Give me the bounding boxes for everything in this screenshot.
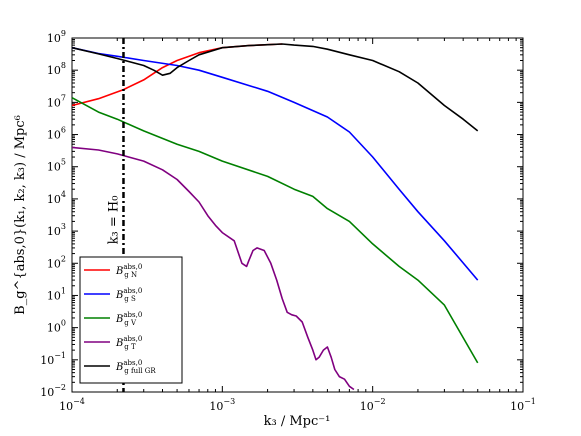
- y-axis-label: B_g^{abs,0}(k₁, k₂, k₃) / Mpc⁶: [13, 115, 28, 315]
- y-tick-label: 103: [47, 222, 66, 238]
- legend-label: Babs,0 g N: [115, 263, 142, 279]
- y-tick-label: 104: [47, 190, 66, 206]
- x-axis-label: k₃ / Mpc⁻¹: [264, 414, 331, 429]
- legend: Babs,0 g N Babs,0 g S Babs,0 g V Babs,0 g T Babs…: [79, 256, 183, 384]
- y-tick-label: 102: [47, 254, 66, 270]
- legend-label: Babs,0 g V: [115, 311, 142, 327]
- y-tick-label: 100: [47, 319, 66, 335]
- legend-label: Babs,0 g full GR: [115, 359, 156, 375]
- legend-label: Babs,0 g S: [115, 287, 142, 303]
- series-line: [71, 43, 479, 132]
- y-tick-label: 105: [47, 158, 66, 174]
- x-tick-label: 10−4: [59, 397, 85, 413]
- series-line: [71, 96, 479, 364]
- x-tick-label: 10−1: [510, 397, 536, 413]
- series-line: [71, 46, 479, 281]
- x-tick-label: 10−3: [209, 397, 235, 413]
- y-tick-label: 107: [47, 93, 66, 109]
- legend-label: Babs,0 g T: [115, 335, 142, 351]
- h0-label: k₃ = H₀: [106, 196, 121, 245]
- axis-ticks: 10−4 10−3 10−2 10−1 10−2 10−1 100 101 102 103 104 1…: [40, 29, 536, 413]
- series-line: [71, 146, 355, 391]
- y-tick-label: 108: [47, 61, 66, 77]
- x-tick-label: 10−2: [360, 397, 386, 413]
- y-tick-label: 106: [47, 126, 66, 142]
- legend-box: [79, 256, 183, 384]
- y-tick-label: 10−1: [40, 351, 66, 367]
- y-tick-label: 109: [47, 29, 66, 45]
- y-tick-label: 10−2: [40, 383, 66, 399]
- series-lines: [71, 43, 479, 391]
- y-tick-label: 101: [47, 286, 66, 302]
